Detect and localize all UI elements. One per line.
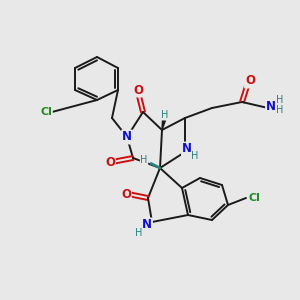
Text: H: H [140, 155, 148, 165]
Text: O: O [133, 83, 143, 97]
Text: Cl: Cl [40, 107, 52, 117]
Text: H: H [276, 105, 284, 115]
Text: O: O [121, 188, 131, 200]
Text: H: H [161, 110, 169, 120]
Text: N: N [266, 100, 276, 112]
Text: O: O [245, 74, 255, 88]
Text: H: H [135, 228, 143, 238]
Text: N: N [122, 130, 132, 143]
Text: N: N [182, 142, 192, 155]
Text: N: N [142, 218, 152, 232]
Polygon shape [162, 120, 166, 130]
Text: H: H [276, 95, 284, 105]
Text: H: H [191, 151, 199, 161]
Text: Cl: Cl [248, 193, 260, 203]
Text: O: O [105, 155, 115, 169]
